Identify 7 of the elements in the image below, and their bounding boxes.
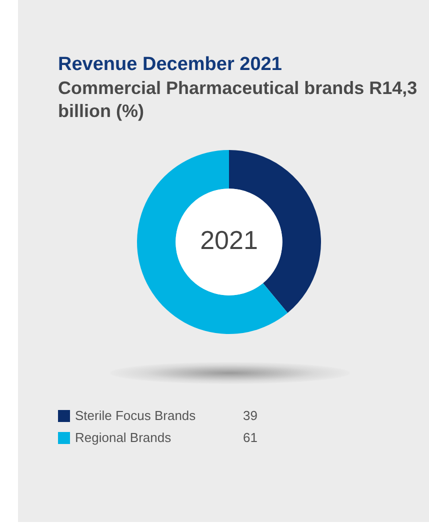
data-label: 39 bbox=[243, 408, 258, 423]
legend-label: Regional Brands bbox=[75, 430, 172, 445]
chart-title: Revenue December 2021 bbox=[58, 53, 283, 76]
legend-label: Sterile Focus Brands bbox=[75, 408, 196, 423]
data-label: 61 bbox=[243, 430, 258, 445]
chart-subtitle: Commercial Pharmaceutical brands R14,3 billion (%) bbox=[58, 77, 418, 123]
text: 2021 bbox=[200, 225, 258, 256]
